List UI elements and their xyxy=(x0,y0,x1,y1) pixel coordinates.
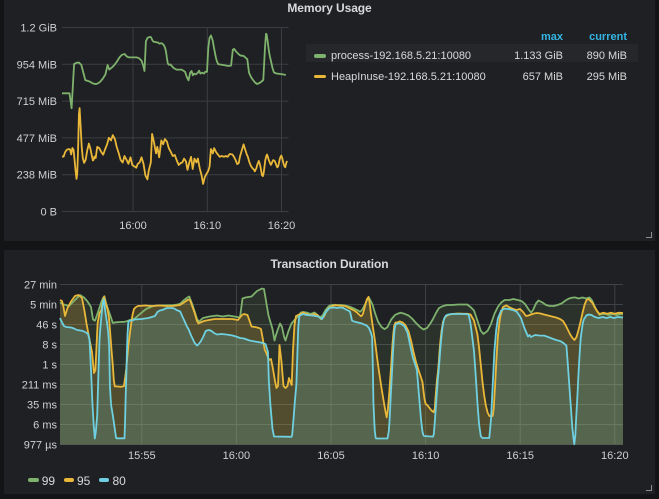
svg-text:977 µs: 977 µs xyxy=(24,440,58,452)
svg-text:477 MiB: 477 MiB xyxy=(17,133,57,145)
svg-text:6 ms: 6 ms xyxy=(33,420,57,432)
svg-text:0 B: 0 B xyxy=(40,207,57,219)
svg-text:8 s: 8 s xyxy=(42,340,57,352)
svg-text:16:20: 16:20 xyxy=(601,450,629,462)
svg-text:954 MiB: 954 MiB xyxy=(17,59,57,71)
svg-text:211 ms: 211 ms xyxy=(22,380,58,392)
svg-text:715 MiB: 715 MiB xyxy=(17,96,57,108)
svg-text:16:00: 16:00 xyxy=(223,450,251,462)
svg-text:15:55: 15:55 xyxy=(128,450,156,462)
svg-text:1.2 GiB: 1.2 GiB xyxy=(20,23,57,35)
svg-text:16:05: 16:05 xyxy=(317,450,345,462)
svg-text:16:00: 16:00 xyxy=(119,220,147,232)
svg-text:16:10: 16:10 xyxy=(412,450,440,462)
svg-text:46 s: 46 s xyxy=(36,320,57,332)
svg-text:27 min: 27 min xyxy=(24,280,57,292)
svg-text:16:15: 16:15 xyxy=(506,450,534,462)
svg-text:238 MiB: 238 MiB xyxy=(17,170,57,182)
svg-text:1 s: 1 s xyxy=(42,360,57,372)
svg-text:16:20: 16:20 xyxy=(268,220,296,232)
svg-text:16:10: 16:10 xyxy=(194,220,222,232)
svg-text:35 ms: 35 ms xyxy=(27,400,57,412)
svg-text:5 min: 5 min xyxy=(30,300,57,312)
